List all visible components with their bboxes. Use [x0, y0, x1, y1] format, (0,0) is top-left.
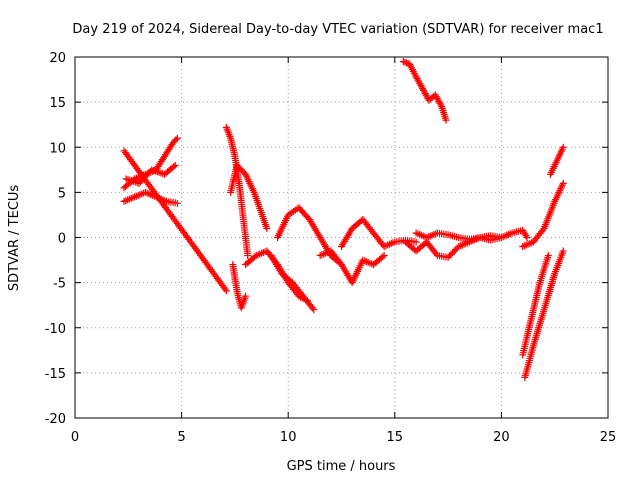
data-point: [171, 161, 179, 169]
data-point: [263, 224, 271, 232]
series-arc-mid-b: [267, 252, 318, 314]
data-point: [452, 246, 460, 254]
y-tick-label: 0: [58, 232, 66, 247]
data-point: [523, 234, 531, 241]
data-point: [449, 249, 457, 257]
data-point: [559, 247, 567, 255]
series-isolated: [120, 147, 230, 295]
data-point: [559, 143, 567, 151]
data-point: [446, 252, 454, 260]
data-point: [559, 179, 567, 187]
y-tick-label: 15: [49, 96, 66, 111]
series-arc-morning-a: [222, 123, 252, 260]
data-point: [170, 163, 178, 171]
data-point: [244, 252, 252, 260]
y-tick-label: 5: [58, 186, 66, 201]
data-points: [120, 58, 567, 381]
data-point: [399, 58, 407, 66]
data-point: [172, 136, 180, 144]
data-point: [222, 287, 230, 295]
data-point: [403, 59, 411, 67]
plot-frame: [74, 56, 609, 419]
series-arc-mid-d: [338, 215, 420, 251]
y-axis-ticks: -20 -15 -10 -5 0 5 10 15 20: [45, 51, 608, 427]
series-arc-mid-c: [316, 247, 388, 287]
data-point: [539, 226, 547, 234]
chart-title: Day 219 of 2024, Sidereal Day-to-day VTE…: [72, 22, 603, 37]
series-arc-afternoon-b: [412, 229, 505, 244]
data-point: [173, 199, 181, 207]
x-axis-ticks: 0 5 10 15 20 25: [71, 57, 616, 445]
x-tick-label: 20: [493, 430, 510, 445]
data-point: [497, 234, 505, 241]
x-tick-label: 25: [600, 430, 617, 445]
series-arc-morning-b: [227, 161, 271, 232]
data-point: [380, 252, 388, 260]
x-tick-label: 10: [280, 430, 297, 445]
x-axis-label: GPS time / hours: [287, 459, 396, 474]
series-arc-evening-c: [521, 247, 567, 381]
y-tick-label: 10: [49, 141, 66, 156]
data-point: [401, 58, 409, 66]
x-tick-label: 15: [387, 430, 404, 445]
data-point: [412, 238, 420, 246]
data-point: [444, 253, 452, 261]
grid-lines: [75, 57, 608, 418]
data-point: [450, 247, 458, 255]
series-arc-morning-c: [229, 261, 250, 312]
data-point: [437, 101, 445, 109]
series-arc-evening-a: [519, 179, 567, 251]
data-point: [379, 253, 387, 261]
x-tick-label: 5: [177, 430, 185, 445]
series-arc-early-b: [120, 188, 181, 207]
y-tick-label: 20: [49, 51, 66, 66]
data-point: [310, 306, 318, 314]
series-arc-evening-d: [519, 252, 552, 359]
y-axis-label: SDTVAR / TECUs: [7, 185, 22, 292]
series-arc-high: [399, 58, 450, 124]
data-point: [544, 252, 552, 260]
y-tick-label: -20: [45, 412, 66, 427]
y-tick-label: -5: [53, 277, 66, 292]
data-point: [308, 304, 316, 312]
data-point: [447, 250, 455, 258]
data-point: [242, 292, 250, 300]
x-tick-label: 0: [71, 430, 79, 445]
y-tick-label: -15: [45, 367, 66, 382]
data-point: [173, 134, 181, 142]
series-arc-evening-b: [546, 143, 567, 178]
data-point: [442, 116, 450, 124]
y-tick-label: -10: [45, 322, 66, 337]
